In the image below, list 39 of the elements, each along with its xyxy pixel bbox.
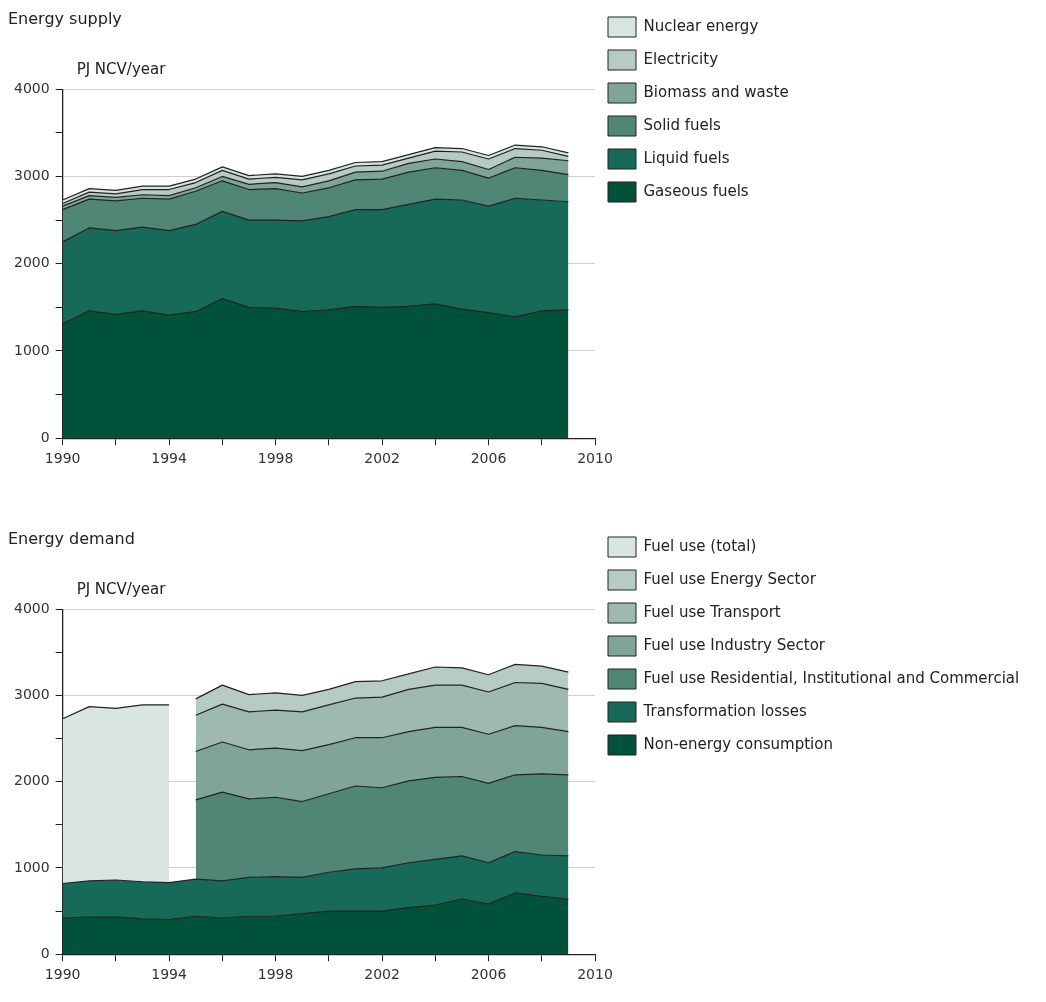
x-tick-label: 2010: [577, 966, 613, 983]
legend-label: Fuel use Energy Sector: [643, 569, 817, 588]
y-tick-label: 1000: [13, 341, 50, 358]
chart-title: Energy demand: [8, 528, 135, 548]
legend-label: Biomass and waste: [643, 82, 789, 101]
legend-label: Electricity: [643, 49, 719, 68]
legend-label: Fuel use Residential, Institutional and Commercial: [643, 668, 1020, 687]
legend-label: Gaseous fuels: [643, 181, 749, 200]
y-tick-label: 3000: [13, 686, 50, 703]
x-tick-label: 1994: [151, 450, 187, 467]
x-tick-label: 1990: [44, 450, 81, 467]
legend-label: Fuel use Industry Sector: [643, 635, 826, 654]
chart-title: Energy supply: [8, 8, 122, 28]
y-tick-label: 3000: [13, 167, 50, 184]
x-tick-label: 2002: [364, 450, 400, 467]
x-tick-label: 2006: [470, 966, 507, 983]
y-tick-label: 4000: [13, 599, 50, 616]
x-tick-label: 1998: [257, 966, 294, 983]
legend-label: Nuclear energy: [643, 16, 759, 35]
legend-label: Transformation losses: [642, 701, 808, 720]
x-tick-label: 2006: [470, 450, 507, 467]
y-axis-title: PJ NCV/year: [76, 579, 167, 598]
x-tick-label: 1998: [257, 450, 294, 467]
x-tick-label: 2010: [577, 450, 613, 467]
x-tick-label: 1990: [44, 966, 81, 983]
y-tick-label: 4000: [13, 79, 50, 96]
x-tick-label: 1994: [151, 966, 187, 983]
legend-label: Solid fuels: [643, 115, 722, 134]
y-axis-title: PJ NCV/year: [76, 59, 167, 78]
y-tick-label: 2000: [13, 772, 50, 789]
legend-label: Non-energy consumption: [643, 734, 833, 753]
legend-label: Fuel use (total): [643, 536, 757, 555]
y-tick-label: 0: [40, 428, 50, 445]
legend-label: Fuel use Transport: [643, 602, 781, 621]
x-tick-label: 2002: [364, 966, 400, 983]
legend-label: Liquid fuels: [643, 148, 730, 167]
y-tick-label: 0: [40, 944, 50, 961]
y-tick-label: 2000: [13, 254, 50, 271]
y-tick-label: 1000: [13, 858, 50, 875]
